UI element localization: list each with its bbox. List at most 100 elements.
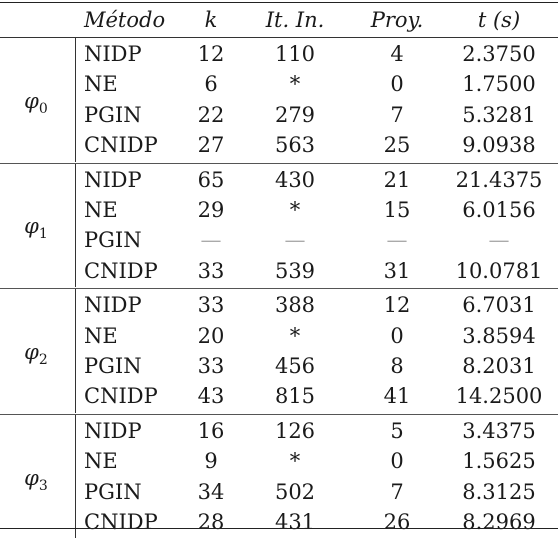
group-label-subscript: 2 xyxy=(38,352,48,369)
group-label: φ1 xyxy=(0,212,72,248)
cell-proy: 0 xyxy=(390,449,404,474)
table-row: NIDP 65 430 21 21.4375 xyxy=(0,166,558,194)
cell-k: 12 xyxy=(197,42,225,66)
cell-it-in: * xyxy=(289,323,301,348)
cell-proy: 5 xyxy=(390,418,404,443)
cell-it-in: 563 xyxy=(274,133,316,158)
cell-time: 9.0938 xyxy=(462,133,536,158)
group-separator xyxy=(0,162,558,164)
table-row: CNIDP 33 539 31 10.0781 xyxy=(0,257,558,285)
table-row: PGIN 33 456 8 8.2031 xyxy=(0,352,558,380)
group-separator xyxy=(0,413,558,415)
table-row: PGIN 22 279 7 5.3281 xyxy=(0,101,558,129)
table-row: NE 9 * 0 1.5625 xyxy=(0,447,558,475)
group-label-symbol: φ xyxy=(24,340,39,364)
group-divider-vertical xyxy=(75,289,76,413)
cell-it-in: * xyxy=(289,198,301,222)
cell-k: 34 xyxy=(197,479,225,504)
cell-it-in: * xyxy=(289,449,301,474)
cell-it-in: — xyxy=(284,228,306,253)
cell-method: CNIDP xyxy=(84,510,158,534)
group-label-symbol: φ xyxy=(24,88,39,113)
table-row: NE 20 * 0 3.8594 xyxy=(0,322,558,350)
cell-method: PGIN xyxy=(84,354,142,378)
cell-k: 22 xyxy=(197,102,225,127)
header-rule xyxy=(0,37,558,38)
cell-time: 6.7031 xyxy=(462,293,536,318)
table-row: NE 29 * 15 6.0156 xyxy=(0,196,558,224)
group-divider-vertical xyxy=(75,414,76,538)
cell-it-in: 456 xyxy=(274,354,316,378)
cell-proy: 21 xyxy=(383,167,411,192)
group-label-symbol: φ xyxy=(24,214,39,239)
table-row: NIDP 33 388 12 6.7031 xyxy=(0,291,558,319)
cell-time: 10.0781 xyxy=(455,258,543,283)
group-divider-vertical xyxy=(75,38,76,162)
cell-it-in: 815 xyxy=(274,384,316,409)
cell-method: PGIN xyxy=(84,102,142,127)
cell-k: — xyxy=(200,228,222,253)
group-label: φ3 xyxy=(0,464,72,500)
header-method: Método xyxy=(84,8,166,32)
group-divider-vertical xyxy=(75,163,76,288)
header-k: k xyxy=(204,8,218,32)
cell-proy: 26 xyxy=(383,510,411,534)
header-time: t (s) xyxy=(477,8,521,32)
cell-time: 2.3750 xyxy=(462,42,536,66)
cell-k: 27 xyxy=(197,133,225,158)
cell-proy: 0 xyxy=(390,72,404,97)
table-row: NE 6 * 0 1.7500 xyxy=(0,70,558,98)
cell-k: 9 xyxy=(204,449,218,474)
cell-method: CNIDP xyxy=(84,258,158,283)
cell-k: 29 xyxy=(197,198,225,222)
bottom-rule xyxy=(0,528,558,529)
header-row: Método k It. In. Proy. t (s) xyxy=(0,6,558,34)
cell-time: 8.2031 xyxy=(462,354,536,378)
cell-method: NE xyxy=(84,323,118,348)
cell-method: CNIDP xyxy=(84,384,158,409)
cell-time: 1.7500 xyxy=(462,72,536,97)
cell-method: NIDP xyxy=(84,293,142,318)
cell-time: 5.3281 xyxy=(462,102,536,127)
cell-proy: 8 xyxy=(390,354,404,378)
cell-method: NIDP xyxy=(84,42,142,66)
group-label: φ0 xyxy=(0,87,72,123)
cell-proy: 0 xyxy=(390,323,404,348)
group-separator xyxy=(0,288,558,290)
cell-method: PGIN xyxy=(84,228,142,253)
group-label: φ2 xyxy=(0,338,72,374)
cell-k: 6 xyxy=(204,72,218,97)
table-row: PGIN 34 502 7 8.3125 xyxy=(0,478,558,506)
cell-method: NIDP xyxy=(84,418,142,443)
cell-it-in: 279 xyxy=(274,102,316,127)
group-label-subscript: 0 xyxy=(38,100,48,117)
cell-time: 8.3125 xyxy=(462,479,536,504)
cell-time: 8.2969 xyxy=(462,510,536,534)
cell-proy: 12 xyxy=(383,293,411,318)
cell-time: 3.8594 xyxy=(462,323,536,348)
cell-it-in: 110 xyxy=(274,42,316,66)
cell-k: 43 xyxy=(197,384,225,409)
table-row: CNIDP 27 563 25 9.0938 xyxy=(0,131,558,159)
group-label-symbol: φ xyxy=(24,465,39,490)
cell-it-in: 126 xyxy=(274,418,316,443)
cell-method: NIDP xyxy=(84,167,142,192)
cell-k: 28 xyxy=(197,510,225,534)
cell-k: 16 xyxy=(197,418,225,443)
cell-proy: 7 xyxy=(390,102,404,127)
cell-k: 33 xyxy=(197,293,225,318)
cell-time: 14.2500 xyxy=(455,384,543,409)
cell-method: NE xyxy=(84,72,118,97)
cell-k: 33 xyxy=(197,258,225,283)
cell-method: PGIN xyxy=(84,479,142,504)
cell-k: 33 xyxy=(197,354,225,378)
header-it-in: It. In. xyxy=(265,8,325,32)
cell-method: CNIDP xyxy=(84,133,158,158)
table-row: CNIDP 43 815 41 14.2500 xyxy=(0,382,558,410)
cell-time: 21.4375 xyxy=(455,167,543,192)
cell-proy: 41 xyxy=(383,384,411,409)
group-label-subscript: 3 xyxy=(38,477,48,494)
cell-it-in: 388 xyxy=(274,293,316,318)
table-row: NIDP 12 110 4 2.3750 xyxy=(0,40,558,68)
cell-method: NE xyxy=(84,198,118,222)
